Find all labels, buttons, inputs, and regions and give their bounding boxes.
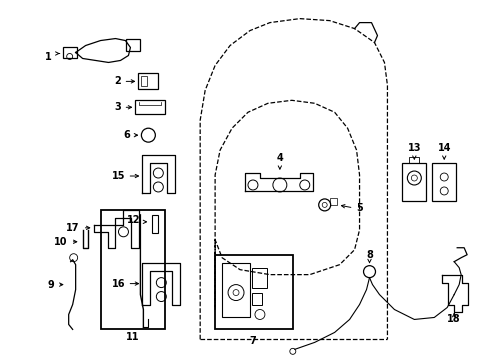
Text: 2: 2: [114, 76, 121, 86]
Text: 17: 17: [66, 223, 79, 233]
Bar: [138, 73, 158, 89]
Bar: [215, 255, 292, 329]
Bar: [135, 100, 165, 114]
Bar: [141, 76, 147, 86]
Bar: [251, 268, 266, 288]
Bar: [402, 163, 426, 201]
Text: 10: 10: [54, 237, 67, 247]
Text: 5: 5: [355, 203, 362, 213]
Text: 14: 14: [437, 143, 450, 153]
Bar: [101, 210, 165, 329]
Text: 7: 7: [249, 336, 256, 346]
Bar: [329, 198, 336, 205]
Bar: [126, 39, 140, 50]
Text: 3: 3: [114, 102, 121, 112]
Text: 15: 15: [112, 171, 125, 181]
Bar: [62, 46, 77, 58]
Bar: [251, 293, 262, 305]
Text: 6: 6: [123, 130, 130, 140]
Text: 4: 4: [276, 153, 283, 163]
Bar: [222, 263, 249, 318]
Text: 8: 8: [366, 250, 372, 260]
Text: 1: 1: [45, 53, 52, 63]
Text: 9: 9: [47, 280, 54, 289]
Text: 12: 12: [126, 215, 140, 225]
Text: 18: 18: [447, 314, 460, 324]
Bar: [408, 157, 419, 163]
Text: 11: 11: [125, 332, 139, 342]
Text: 16: 16: [112, 279, 125, 289]
Text: 13: 13: [407, 143, 420, 153]
Bar: [152, 215, 158, 233]
Bar: [431, 163, 455, 201]
